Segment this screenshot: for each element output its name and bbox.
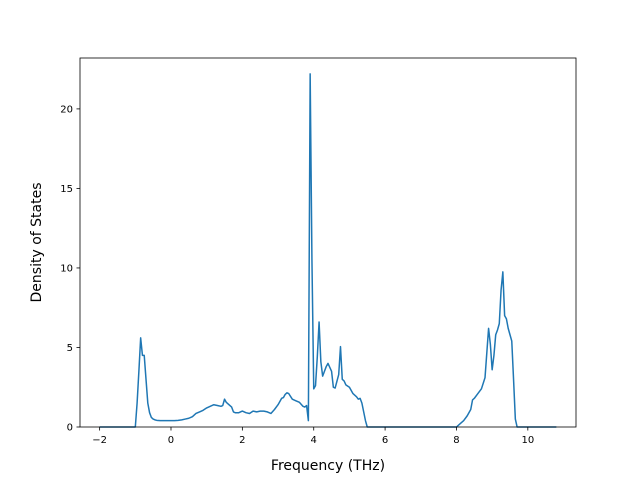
x-tick-label: −2 <box>92 435 107 446</box>
axes-frame <box>79 57 577 428</box>
x-tick-label: 4 <box>311 435 317 446</box>
x-tick-label: 0 <box>168 435 174 446</box>
x-axis-label: Frequency (THz) <box>271 458 385 474</box>
x-tick-label: 6 <box>382 435 388 446</box>
y-axis-label: Density of States <box>29 183 45 303</box>
y-tick-label: 5 <box>67 343 73 354</box>
x-tick-label: 8 <box>453 435 459 446</box>
y-tick-label: 0 <box>67 423 73 434</box>
x-tick-label: 2 <box>239 435 245 446</box>
x-tick-label: 10 <box>521 435 534 446</box>
axis-ticks: −2 0 2 4 6 8 10 0 5 10 15 20 <box>60 104 534 446</box>
y-tick-label: 15 <box>60 184 73 195</box>
series-line-0 <box>99 73 557 428</box>
plot-area <box>99 73 557 428</box>
y-tick-label: 10 <box>60 263 73 274</box>
y-tick-label: 20 <box>60 104 73 115</box>
